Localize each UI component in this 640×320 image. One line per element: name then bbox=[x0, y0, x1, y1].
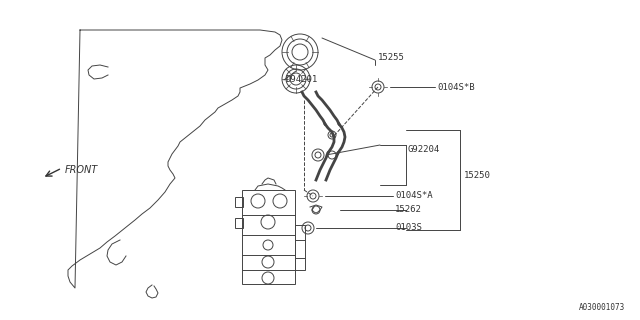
Text: 0103S: 0103S bbox=[395, 223, 422, 233]
Bar bbox=[295, 225, 305, 270]
Text: FRONT: FRONT bbox=[65, 165, 99, 175]
Text: 0104S*B: 0104S*B bbox=[437, 83, 475, 92]
Text: A030001073: A030001073 bbox=[579, 303, 625, 312]
Text: 15255: 15255 bbox=[378, 53, 405, 62]
Text: 15250: 15250 bbox=[464, 171, 491, 180]
Text: 0104S*A: 0104S*A bbox=[395, 191, 433, 201]
Text: G92204: G92204 bbox=[408, 146, 440, 155]
Text: 15262: 15262 bbox=[395, 205, 422, 214]
Bar bbox=[242, 190, 295, 284]
Bar bbox=[235, 218, 243, 228]
Text: D94201: D94201 bbox=[285, 76, 317, 84]
Bar bbox=[235, 197, 243, 207]
